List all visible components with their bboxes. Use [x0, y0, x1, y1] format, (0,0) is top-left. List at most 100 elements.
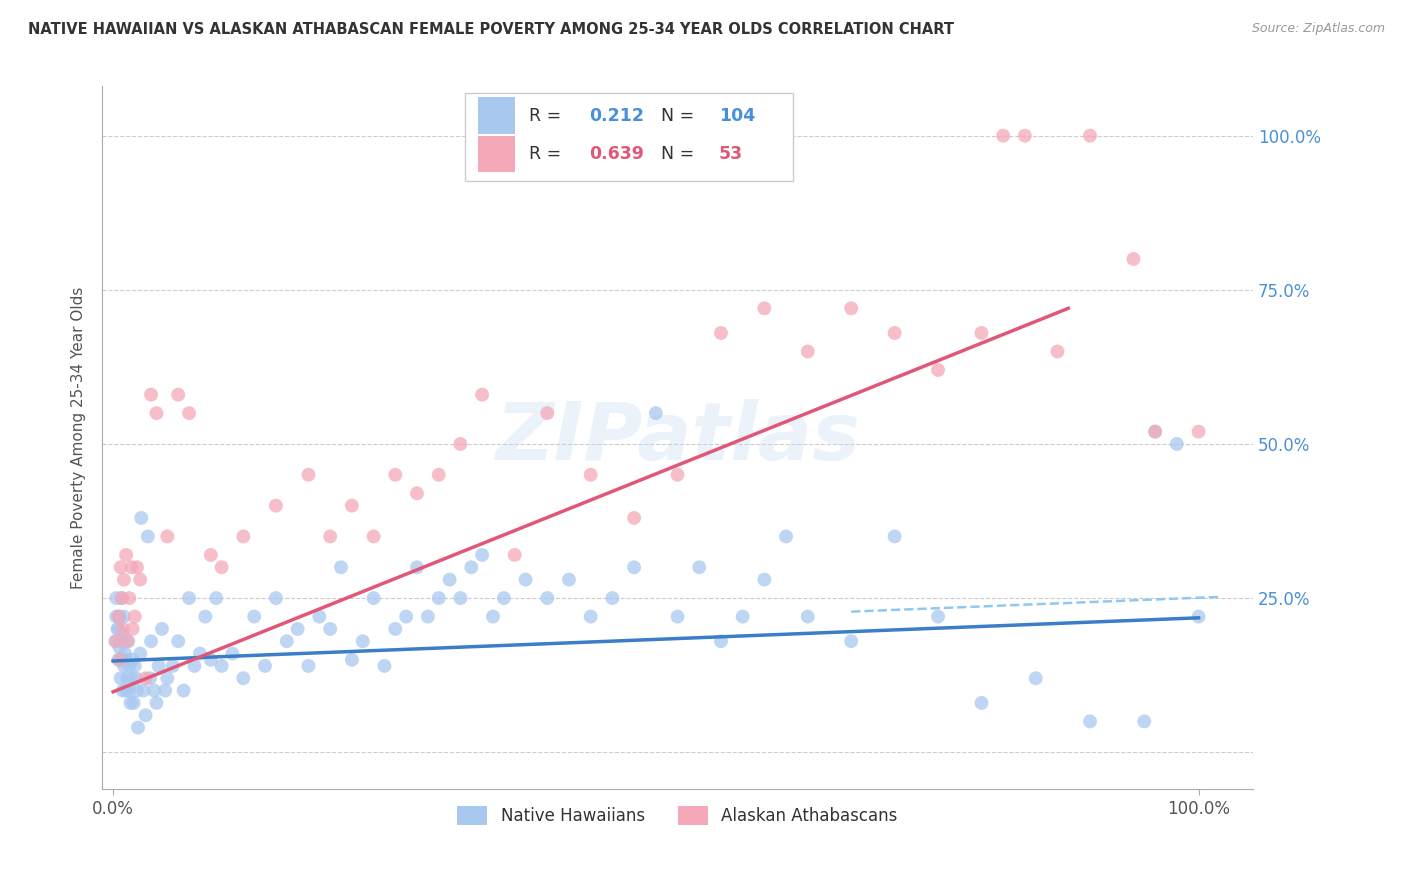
Text: N =: N =	[661, 106, 700, 125]
Point	[340, 653, 363, 667]
Point	[1122, 252, 1144, 266]
Point	[111, 591, 134, 606]
Point	[492, 591, 515, 606]
Point	[1014, 128, 1036, 143]
Text: N =: N =	[661, 145, 700, 163]
Point	[108, 609, 131, 624]
Point	[1144, 425, 1167, 439]
Legend: Native Hawaiians, Alaskan Athabascans: Native Hawaiians, Alaskan Athabascans	[449, 797, 905, 834]
Point	[127, 721, 149, 735]
Point	[173, 683, 195, 698]
Point	[150, 622, 173, 636]
Point	[352, 634, 374, 648]
Point	[1025, 671, 1047, 685]
Point	[579, 609, 602, 624]
Point	[114, 647, 136, 661]
Point	[194, 609, 217, 624]
Point	[200, 548, 222, 562]
Point	[276, 634, 298, 648]
Point	[105, 634, 128, 648]
Point	[839, 634, 862, 648]
Point	[666, 609, 689, 624]
Point	[1078, 128, 1101, 143]
Point	[104, 634, 127, 648]
Point	[211, 659, 233, 673]
Point	[1166, 437, 1188, 451]
Point	[108, 640, 131, 655]
Point	[406, 560, 429, 574]
Point	[1144, 425, 1167, 439]
Point	[125, 671, 148, 685]
Point	[135, 671, 157, 685]
Point	[121, 560, 143, 574]
Point	[115, 653, 138, 667]
Point	[839, 301, 862, 316]
Point	[153, 683, 176, 698]
Point	[319, 622, 342, 636]
Point	[449, 591, 471, 606]
Point	[111, 653, 134, 667]
Point	[112, 609, 135, 624]
Point	[132, 683, 155, 698]
Point	[162, 659, 184, 673]
Point	[775, 529, 797, 543]
Point	[111, 622, 134, 636]
Point	[110, 634, 132, 648]
Point	[427, 591, 450, 606]
Point	[110, 671, 132, 685]
Point	[148, 659, 170, 673]
Point	[623, 511, 645, 525]
Point	[156, 671, 179, 685]
Point	[107, 609, 129, 624]
Text: NATIVE HAWAIIAN VS ALASKAN ATHABASCAN FEMALE POVERTY AMONG 25-34 YEAR OLDS CORRE: NATIVE HAWAIIAN VS ALASKAN ATHABASCAN FE…	[28, 22, 955, 37]
Point	[406, 486, 429, 500]
Point	[536, 406, 558, 420]
Text: 53: 53	[718, 145, 744, 163]
Point	[416, 609, 439, 624]
Point	[254, 659, 277, 673]
Point	[754, 301, 776, 316]
Point	[167, 634, 190, 648]
Point	[105, 591, 128, 606]
Point	[136, 529, 159, 543]
Point	[110, 560, 132, 574]
Point	[287, 622, 309, 636]
Point	[115, 634, 138, 648]
Point	[439, 573, 461, 587]
Point	[471, 387, 494, 401]
Point	[308, 609, 330, 624]
Point	[623, 560, 645, 574]
Point	[970, 326, 993, 340]
Point	[118, 591, 141, 606]
Point	[797, 344, 820, 359]
Point	[129, 647, 152, 661]
Point	[1187, 425, 1209, 439]
Point	[482, 609, 505, 624]
Point	[205, 591, 228, 606]
Point	[319, 529, 342, 543]
Point	[122, 696, 145, 710]
Point	[797, 609, 820, 624]
Point	[449, 437, 471, 451]
Point	[710, 326, 733, 340]
Point	[111, 628, 134, 642]
Point	[108, 653, 131, 667]
Point	[111, 683, 134, 698]
Point	[558, 573, 581, 587]
Point	[177, 591, 200, 606]
Point	[125, 560, 148, 574]
Point	[107, 653, 129, 667]
Point	[927, 609, 949, 624]
Point	[125, 683, 148, 698]
Point	[297, 659, 319, 673]
Point	[139, 671, 162, 685]
Point	[264, 499, 287, 513]
Point	[232, 529, 254, 543]
Point	[363, 591, 385, 606]
Point	[395, 609, 418, 624]
Text: ZIPatlas: ZIPatlas	[495, 399, 860, 477]
Point	[1187, 609, 1209, 624]
Point	[644, 406, 666, 420]
Point	[731, 609, 754, 624]
Point	[177, 406, 200, 420]
